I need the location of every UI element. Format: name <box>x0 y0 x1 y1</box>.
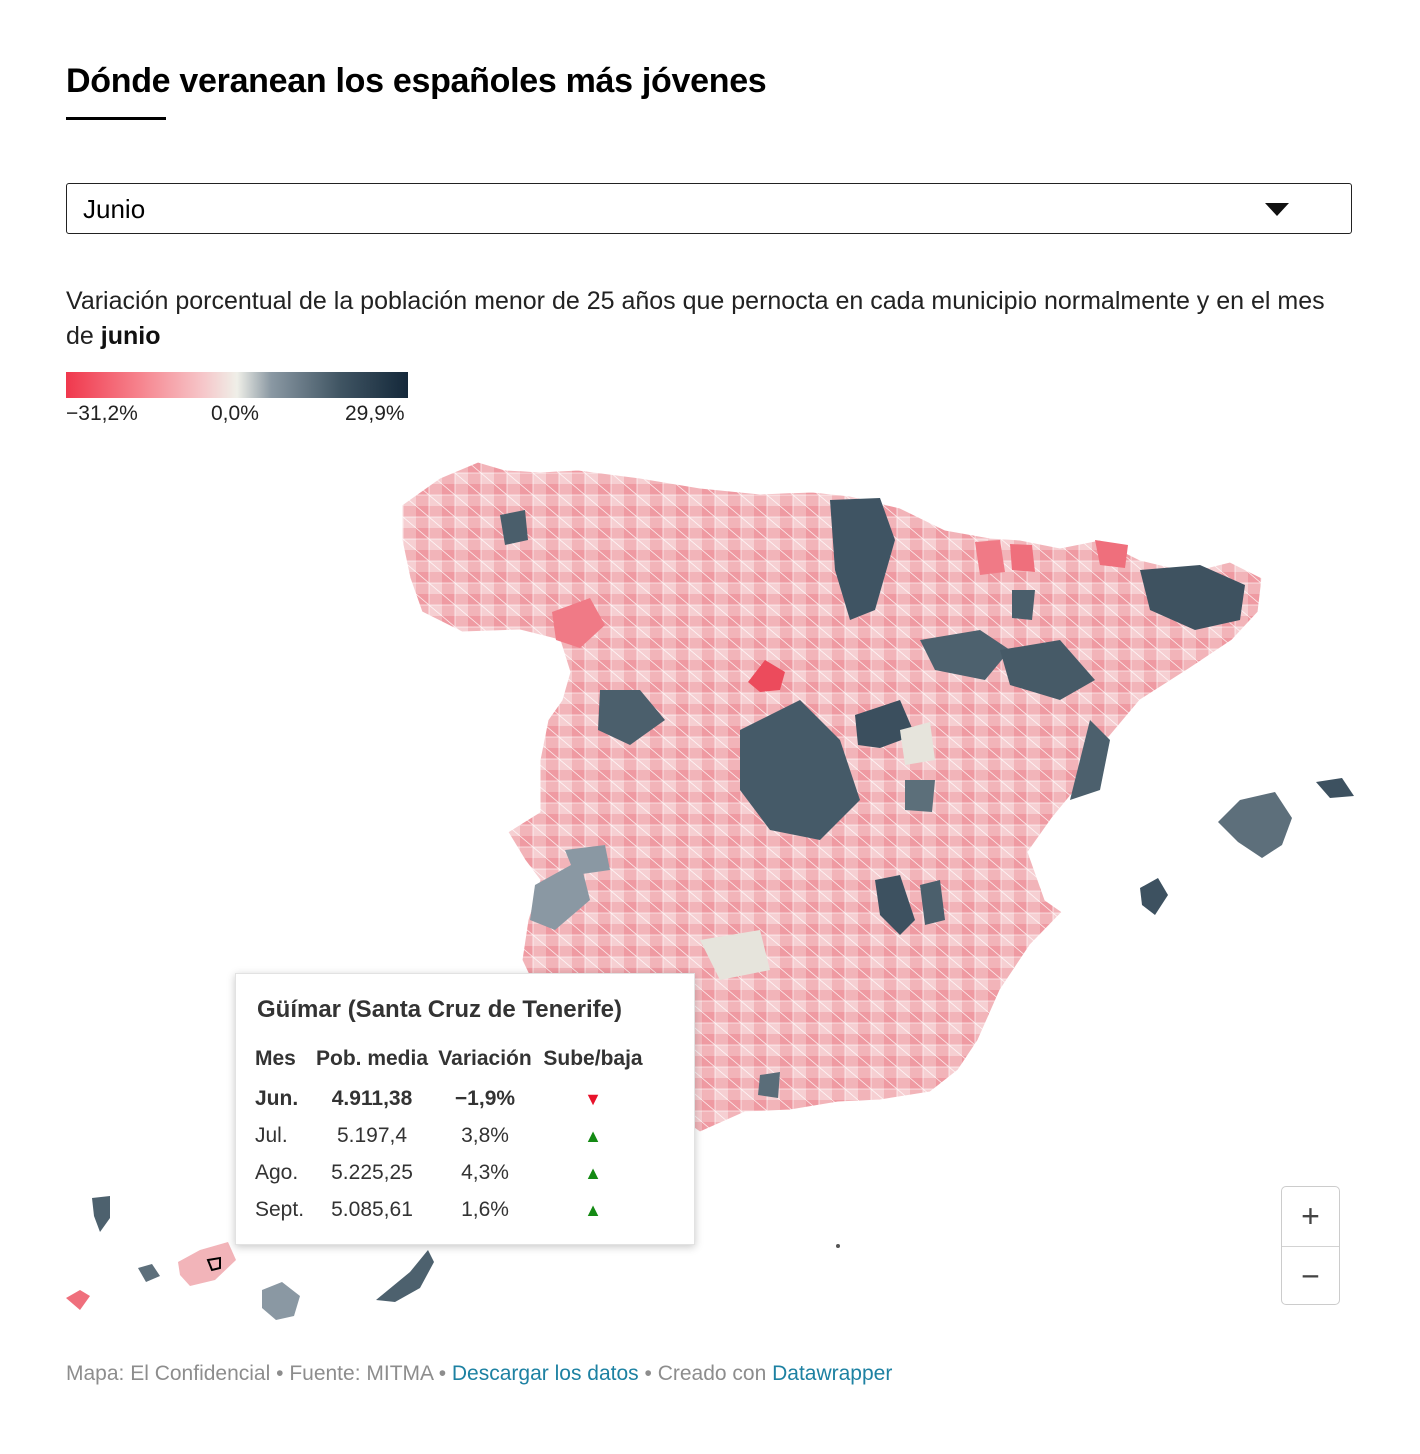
table-cell: Sept. <box>255 1197 305 1221</box>
source-credit: Fuente: MITMA <box>289 1362 433 1385</box>
island-shape <box>1316 778 1354 798</box>
map-credit: Mapa: El Confidencial <box>66 1362 271 1385</box>
subtitle-month: junio <box>100 322 161 350</box>
island-shape <box>138 1264 160 1282</box>
table-header: Mes <box>255 1047 296 1070</box>
table-row: Jul. 5.197,4 3,8% ▲ <box>251 1117 649 1154</box>
region-patch <box>830 498 895 620</box>
region-patch <box>1070 720 1110 800</box>
region-patch <box>530 860 590 930</box>
legend-mid-label: 0,0% <box>211 402 259 425</box>
legend-max-label: 29,9% <box>345 402 405 425</box>
island-shape <box>92 1196 110 1232</box>
region-patch <box>552 598 605 648</box>
table-cell: 5.085,61 <box>331 1197 413 1221</box>
region-patch <box>900 722 935 765</box>
table-cell: 4.911,38 <box>331 1086 413 1110</box>
island-shape <box>836 1244 840 1248</box>
month-select[interactable]: Junio <box>66 183 1352 234</box>
island-shape <box>66 1290 90 1310</box>
region-patch <box>905 780 935 812</box>
table-cell: Jul. <box>255 1123 288 1147</box>
region-patch <box>598 690 665 745</box>
footer-separator: • <box>432 1362 452 1385</box>
table-header-row: Mes Pob. media Variación Sube/baja <box>251 1046 649 1080</box>
region-patch <box>565 845 610 875</box>
choropleth-map[interactable] <box>0 430 1420 1360</box>
region-patch <box>1010 544 1035 572</box>
island-shape <box>376 1250 434 1302</box>
table-cell: 1,6% <box>461 1197 509 1221</box>
download-data-link[interactable]: Descargar los datos <box>451 1362 639 1385</box>
region-patch <box>975 540 1005 575</box>
region-patch <box>920 880 945 925</box>
table-cell: 5.197,4 <box>336 1123 408 1147</box>
footer: Mapa: El Confidencial • Fuente: MITMA • … <box>66 1362 892 1386</box>
subtitle-text: Variación porcentual de la población men… <box>66 287 1325 350</box>
table-cell: 5.225,25 <box>331 1160 413 1184</box>
region-patch <box>1140 565 1245 630</box>
region-patch <box>740 700 860 840</box>
footer-separator: • <box>638 1362 658 1385</box>
island-shape <box>1218 792 1292 858</box>
datawrapper-link[interactable]: Datawrapper <box>772 1362 893 1385</box>
region-patch <box>1095 540 1128 568</box>
arrow-down-icon: ▼ <box>584 1088 602 1109</box>
table-cell: −1,9% <box>454 1086 516 1110</box>
region-patch <box>700 930 770 980</box>
island-shape <box>262 1282 300 1320</box>
arrow-up-icon: ▲ <box>584 1125 602 1146</box>
region-patch <box>758 1072 780 1098</box>
tooltip-title: Güímar (Santa Cruz de Tenerife) <box>257 996 622 1023</box>
region-patch <box>920 630 1010 680</box>
selected-municipality[interactable] <box>206 1256 221 1272</box>
color-legend-bar <box>66 372 408 398</box>
chart-title: Dónde veranean los españoles más jóvenes <box>66 62 767 100</box>
region-patch <box>855 700 915 748</box>
zoom-control: + − <box>1281 1186 1340 1305</box>
arrow-up-icon: ▲ <box>584 1199 602 1220</box>
municipality-tooltip: Güímar (Santa Cruz de Tenerife) Mes Pob.… <box>235 973 695 1245</box>
zoom-in-button[interactable]: + <box>1301 1198 1320 1234</box>
region-patch <box>748 660 785 692</box>
chart-subtitle: Variación porcentual de la población men… <box>66 284 1356 354</box>
table-header: Variación <box>438 1047 532 1070</box>
month-select-value: Junio <box>83 194 146 224</box>
table-row: Sept. 5.085,61 1,6% ▲ <box>251 1191 649 1228</box>
created-with-text: Creado con <box>657 1362 773 1385</box>
table-row: Ago. 5.225,25 4,3% ▲ <box>251 1154 649 1191</box>
region-patch <box>875 875 915 935</box>
table-cell: 4,3% <box>461 1160 509 1184</box>
chevron-down-icon[interactable] <box>1265 203 1289 216</box>
island-shape <box>1140 878 1168 915</box>
tooltip-table: Mes Pob. media Variación Sube/baja Jun. … <box>251 1046 649 1228</box>
legend-min-label: −31,2% <box>66 402 138 425</box>
table-cell: Jun. <box>255 1086 299 1110</box>
region-patch <box>1000 640 1095 700</box>
region-patch <box>1012 590 1035 620</box>
table-header: Sube/baja <box>543 1047 643 1070</box>
footer-separator: • <box>270 1362 290 1385</box>
table-cell: Ago. <box>255 1160 299 1184</box>
zoom-out-button[interactable]: − <box>1301 1258 1320 1294</box>
table-cell: 3,8% <box>461 1123 509 1147</box>
table-row: Jun. 4.911,38 −1,9% ▼ <box>251 1080 649 1117</box>
arrow-up-icon: ▲ <box>584 1162 602 1183</box>
table-header: Pob. media <box>315 1047 429 1070</box>
island-shape <box>178 1242 236 1286</box>
zoom-divider <box>1282 1246 1339 1247</box>
region-patch <box>500 510 528 545</box>
title-underline <box>66 117 166 120</box>
